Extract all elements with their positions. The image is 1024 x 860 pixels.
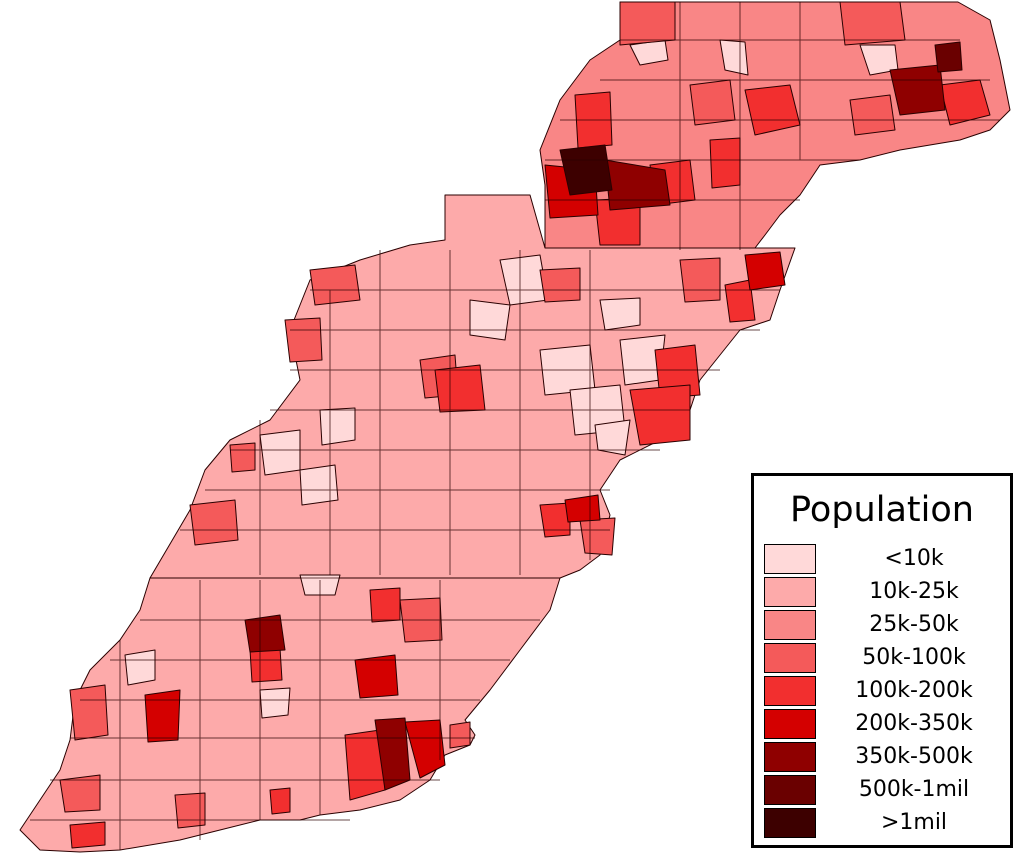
county-200k-3	[564, 494, 601, 523]
legend-swatch	[764, 709, 816, 739]
county-medium-11	[229, 442, 256, 473]
county-bright-16	[69, 821, 106, 849]
legend-item: 200k-350k	[764, 709, 1004, 741]
legend-label: >1mil	[880, 810, 948, 835]
county-bright-9	[629, 384, 691, 446]
county-light-15	[124, 649, 156, 686]
county-350k-1	[889, 64, 946, 116]
legend-label: 100k-200k	[855, 678, 973, 703]
county-1mil-1	[559, 144, 613, 196]
legend-item: <10k	[764, 544, 1004, 576]
county-350k-3	[244, 614, 286, 653]
legend-label: 500k-1mil	[858, 777, 970, 802]
county-lines	[30, 2, 1000, 850]
county-200k-6	[404, 719, 446, 779]
legend-item: 100k-200k	[764, 676, 1004, 708]
legend-label: <10k	[884, 546, 944, 571]
county-bright-3	[709, 137, 741, 189]
legend-item: 50k-100k	[764, 643, 1004, 675]
county-light-12	[319, 407, 356, 446]
county-medium-6	[284, 317, 323, 363]
legend-swatch	[764, 808, 816, 838]
map-legend: Population <10k 10k-25k 25k-50k 50k-100k…	[751, 473, 1013, 848]
county-200k-5	[144, 689, 181, 743]
legend-item: 10k-25k	[764, 577, 1004, 609]
county-200k-4	[354, 654, 399, 699]
county-medium-3	[689, 79, 736, 126]
county-light-10	[599, 297, 641, 331]
county-medium-15	[174, 792, 206, 829]
county-medium-10	[189, 499, 239, 546]
legend-label: 25k-50k	[869, 612, 959, 637]
county-medium-14	[59, 774, 101, 813]
county-light-9	[594, 419, 631, 456]
county-medium-2	[839, 1, 906, 46]
legend-swatch	[764, 577, 816, 607]
legend-item: 350k-500k	[764, 742, 1004, 774]
county-medium-9	[679, 257, 721, 303]
county-bright-15	[269, 787, 291, 815]
legend-swatch	[764, 643, 816, 673]
legend-label: 200k-350k	[855, 711, 973, 736]
legend-swatch	[764, 775, 816, 805]
county-bright-12	[369, 587, 401, 623]
county-500k-1	[934, 41, 963, 73]
county-medium-13	[69, 684, 109, 741]
legend-title: Population	[790, 490, 974, 530]
county-medium-8	[539, 267, 581, 303]
legend-label: 350k-500k	[855, 744, 973, 769]
county-medium-12	[579, 517, 616, 556]
legend-item: >1mil	[764, 808, 1004, 840]
legend-swatch	[764, 610, 816, 640]
legend-item: 25k-50k	[764, 610, 1004, 642]
county-bright-6	[939, 79, 991, 126]
county-bright-10	[434, 364, 486, 413]
light-counties	[124, 39, 899, 719]
county-bright-13	[249, 647, 283, 683]
legend-swatch	[764, 676, 816, 706]
county-light-5	[469, 299, 511, 341]
county-bright-11	[539, 502, 571, 538]
county-light-3	[719, 39, 749, 76]
county-light-13	[299, 464, 339, 506]
county-medium-5	[309, 264, 361, 306]
dark-counties	[144, 41, 963, 791]
county-light-16	[259, 687, 291, 719]
legend-swatch	[764, 544, 816, 574]
legend-label: 10k-25k	[869, 579, 959, 604]
county-200k-2	[744, 251, 786, 291]
county-350k-2	[604, 159, 671, 211]
legend-item: 500k-1mil	[764, 775, 1004, 807]
county-medium-17	[449, 721, 471, 749]
county-medium-4	[849, 94, 896, 136]
county-medium-1	[619, 1, 676, 46]
legend-swatch	[764, 742, 816, 772]
legend-label: 50k-100k	[862, 645, 966, 670]
county-light-11	[259, 429, 301, 476]
medium-counties	[59, 1, 906, 829]
